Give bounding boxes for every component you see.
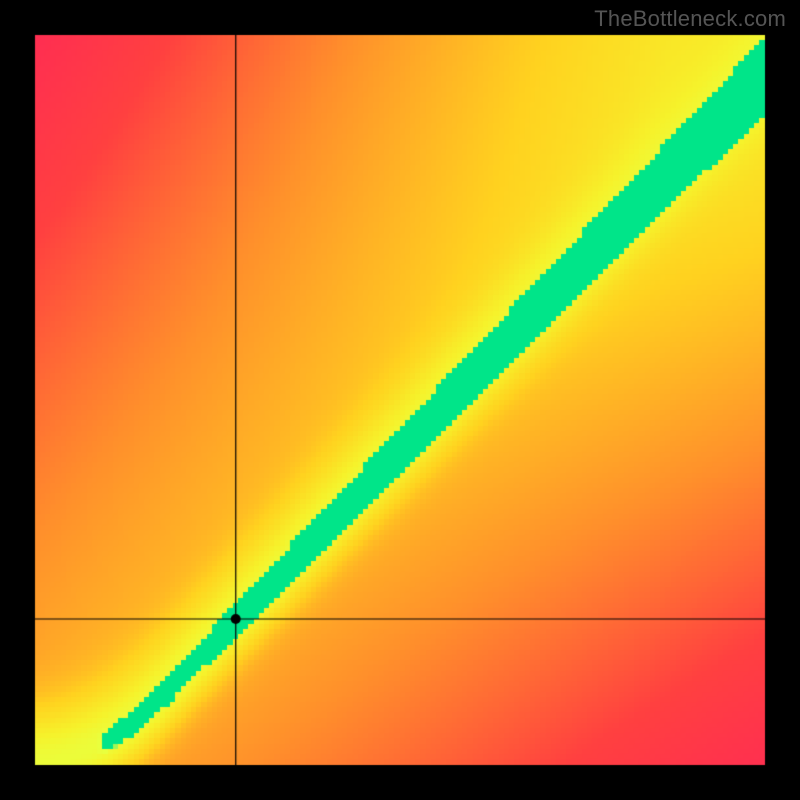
watermark-text: TheBottleneck.com: [594, 6, 786, 32]
bottleneck-chart-container: TheBottleneck.com: [0, 0, 800, 800]
heatmap-canvas: [0, 0, 800, 800]
